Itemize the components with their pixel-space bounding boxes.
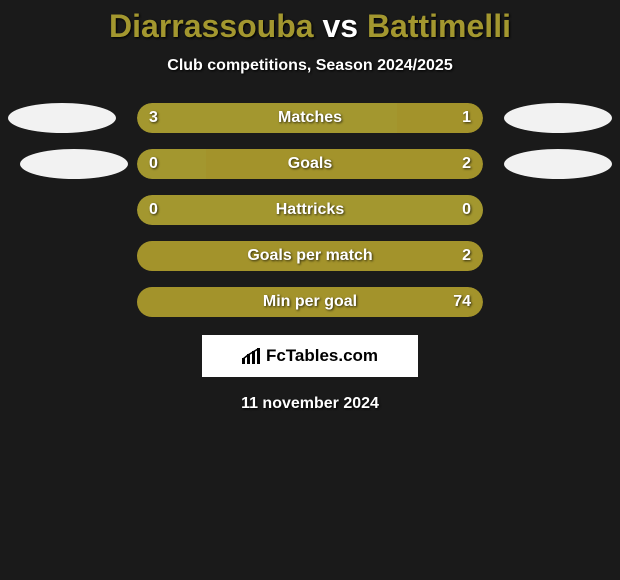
stat-bar: Min per goal74: [137, 287, 483, 317]
stat-row: Goals0 2: [0, 149, 620, 179]
stat-row: Matches3 1: [0, 103, 620, 133]
stat-label: Min per goal: [137, 287, 483, 317]
stat-value-right: 74: [453, 287, 471, 317]
brand-label: FcTables.com: [242, 346, 378, 366]
stat-label: Hattricks: [137, 195, 483, 225]
chart-icon: [242, 348, 262, 364]
stat-label: Matches: [137, 103, 483, 133]
vs-separator: vs: [314, 8, 367, 44]
stat-bar: Hattricks0 0: [137, 195, 483, 225]
team-badge-right: [504, 103, 612, 133]
stat-value-left: 0: [149, 149, 158, 179]
stat-label: Goals: [137, 149, 483, 179]
stat-value-right: 1: [462, 103, 471, 133]
stat-row: Min per goal74: [0, 287, 620, 317]
stat-bar: Goals0 2: [137, 149, 483, 179]
stat-value-left: 0: [149, 195, 158, 225]
team-badge-right: [504, 149, 612, 179]
stat-bar: Matches3 1: [137, 103, 483, 133]
subtitle: Club competitions, Season 2024/2025: [0, 57, 620, 75]
stats-list: Matches31Goals02Hattricks00Goals per mat…: [0, 103, 620, 317]
date-label: 11 november 2024: [0, 395, 620, 413]
stat-row: Hattricks0 0: [0, 195, 620, 225]
stat-bar: Goals per match2: [137, 241, 483, 271]
stat-value-right: 0: [462, 195, 471, 225]
brand-text: FcTables.com: [266, 346, 378, 366]
stat-row: Goals per match2: [0, 241, 620, 271]
stat-label: Goals per match: [137, 241, 483, 271]
team-badge-left: [20, 149, 128, 179]
player2-name: Battimelli: [367, 8, 511, 44]
team-badge-left: [8, 103, 116, 133]
comparison-infographic: Diarrassouba vs Battimelli Club competit…: [0, 0, 620, 413]
player1-name: Diarrassouba: [109, 8, 314, 44]
stat-value-right: 2: [462, 241, 471, 271]
page-title: Diarrassouba vs Battimelli: [0, 8, 620, 45]
stat-value-left: 3: [149, 103, 158, 133]
brand-box: FcTables.com: [202, 335, 418, 377]
stat-value-right: 2: [462, 149, 471, 179]
